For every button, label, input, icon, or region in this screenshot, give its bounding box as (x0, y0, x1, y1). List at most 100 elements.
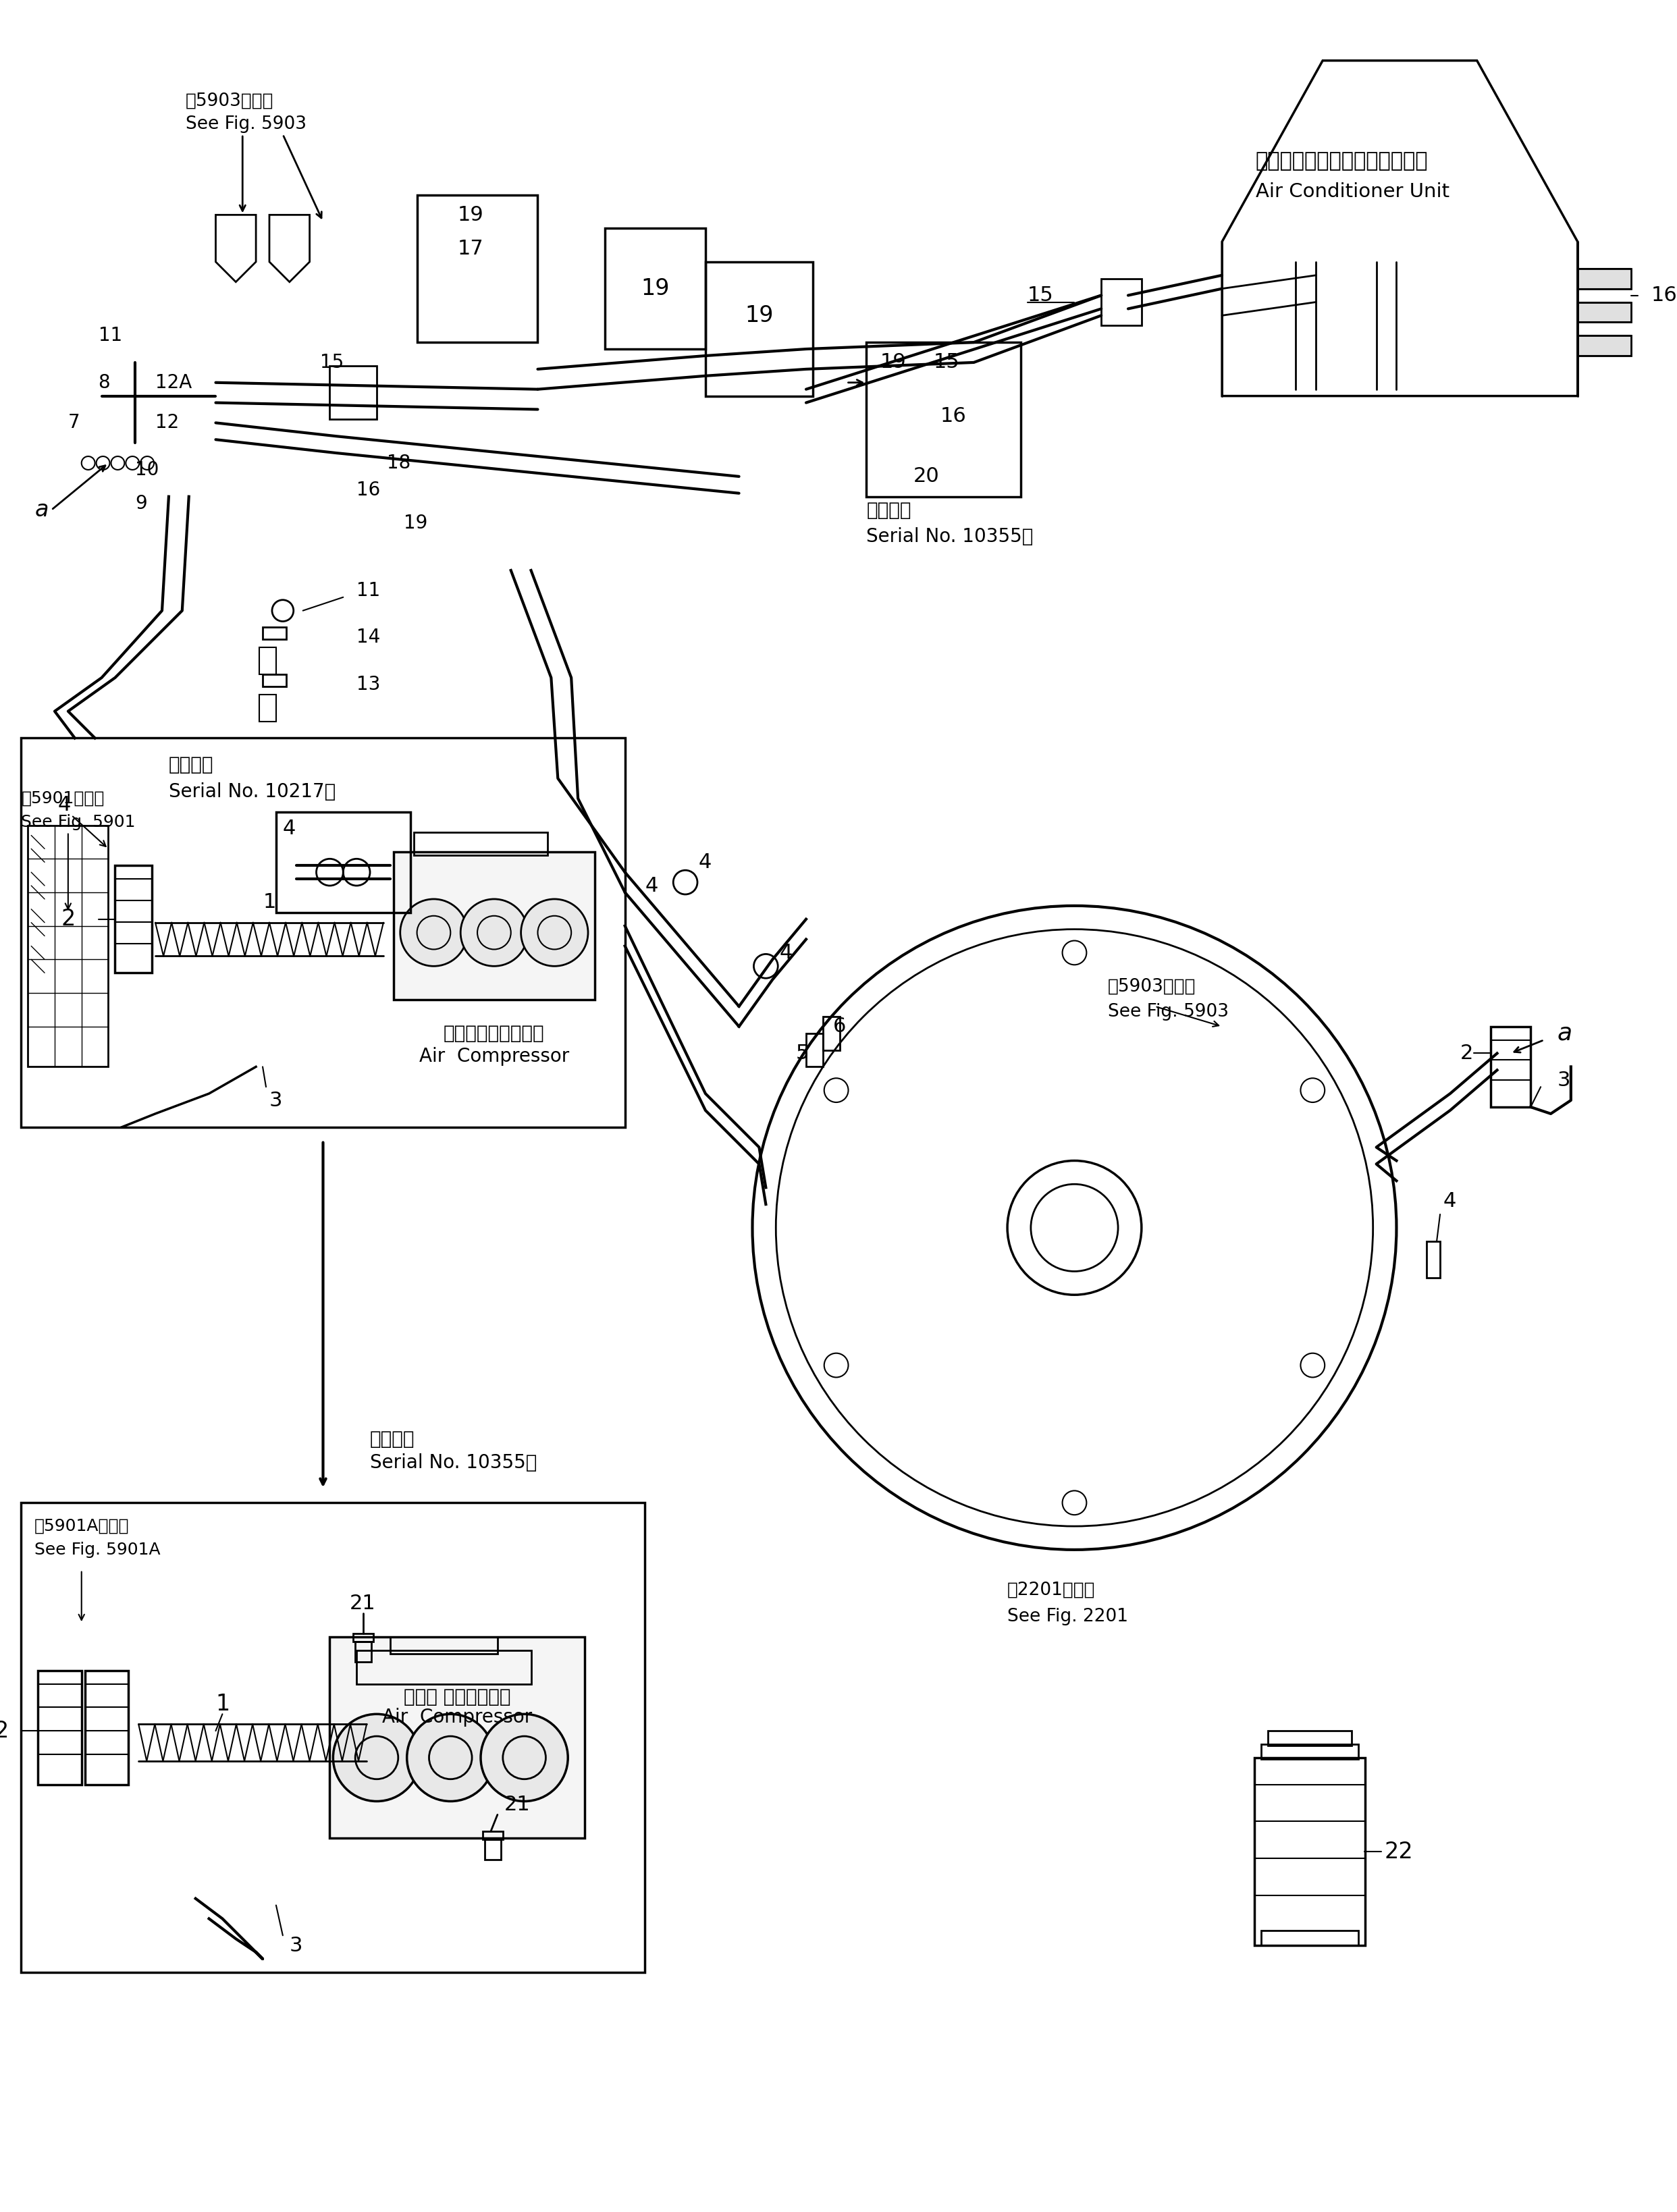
Bar (263, 675, 287, 686)
Text: 19: 19 (745, 305, 773, 327)
Bar (867, 343, 1021, 498)
Text: 第5901図参照: 第5901図参照 (22, 790, 104, 807)
Bar (1491, 1026, 1531, 1106)
Text: 第5903図参照: 第5903図参照 (186, 93, 273, 111)
Text: 4: 4 (699, 852, 711, 872)
Circle shape (461, 898, 528, 967)
Text: 1: 1 (263, 894, 277, 911)
Bar (485, 1840, 501, 1860)
Text: 19: 19 (458, 206, 483, 226)
Text: 9: 9 (136, 493, 148, 513)
Text: 18: 18 (387, 453, 411, 473)
Text: 2: 2 (1461, 1044, 1474, 1064)
Text: 16: 16 (941, 407, 966, 427)
Bar (260, 648, 277, 675)
Bar (29, 825, 109, 1066)
Bar (22, 739, 626, 1128)
Text: 11: 11 (99, 325, 122, 345)
Bar (418, 195, 538, 343)
Text: 6: 6 (833, 1018, 845, 1035)
Bar (391, 1637, 498, 1655)
Bar (1102, 279, 1142, 325)
Text: 19: 19 (404, 513, 428, 533)
Text: Air  Compressor: Air Compressor (382, 1708, 532, 1728)
Bar (1578, 268, 1632, 288)
Bar (706, 261, 813, 396)
Bar (807, 1033, 823, 1066)
Text: 適用号機: 適用号機 (169, 757, 213, 774)
Text: 第5901A図参照: 第5901A図参照 (35, 1517, 129, 1535)
Text: 16: 16 (1652, 285, 1677, 305)
Text: a: a (35, 500, 49, 522)
Text: 4: 4 (646, 876, 657, 896)
Bar (22, 1502, 646, 1973)
Text: Serial No. 10355～: Serial No. 10355～ (371, 1453, 537, 1471)
Text: 8: 8 (99, 374, 111, 392)
Bar (1254, 1759, 1365, 1947)
Text: 21: 21 (505, 1794, 530, 1814)
Text: 4: 4 (1444, 1190, 1457, 1210)
Text: 13: 13 (357, 675, 381, 695)
Circle shape (408, 1714, 495, 1801)
Text: Serial No. 10217～: Serial No. 10217～ (169, 783, 335, 801)
Bar (1261, 1745, 1358, 1759)
Polygon shape (1223, 60, 1578, 396)
Bar (483, 1832, 503, 1840)
Bar (330, 365, 377, 420)
Text: 21: 21 (350, 1593, 376, 1613)
Text: 3: 3 (1558, 1071, 1571, 1091)
Bar (1261, 1931, 1358, 1947)
Bar (277, 812, 411, 914)
Bar (414, 832, 548, 856)
Circle shape (401, 898, 468, 967)
Text: a: a (1558, 1022, 1573, 1044)
Text: エアーコンプレッサ: エアーコンプレッサ (444, 1024, 545, 1042)
Bar (330, 1637, 585, 1838)
Bar (263, 628, 287, 639)
Text: Serial No. 10355～: Serial No. 10355～ (867, 526, 1033, 546)
Text: 4: 4 (59, 796, 70, 814)
Text: 19: 19 (641, 276, 669, 301)
Bar (394, 852, 595, 1000)
Text: See Fig. 5901: See Fig. 5901 (22, 814, 136, 830)
Circle shape (334, 1714, 421, 1801)
Text: 12A: 12A (156, 374, 191, 392)
Text: 2: 2 (0, 1719, 8, 1743)
Text: 4: 4 (780, 942, 792, 962)
Text: 11: 11 (357, 582, 381, 599)
Text: 19: 19 (880, 352, 906, 372)
Text: 12: 12 (156, 414, 179, 431)
Text: 15: 15 (934, 352, 959, 372)
Text: 16: 16 (357, 480, 381, 500)
Text: 20: 20 (914, 467, 939, 487)
Text: Air Conditioner Unit: Air Conditioner Unit (1256, 181, 1449, 201)
Bar (1578, 303, 1632, 323)
Text: 1: 1 (216, 1692, 230, 1714)
Text: エアー コンプレッサ: エアー コンプレッサ (404, 1688, 511, 1708)
Text: 適用号機: 適用号機 (867, 500, 911, 520)
Text: 適用号機: 適用号機 (371, 1429, 414, 1449)
Text: Air  Compressor: Air Compressor (419, 1046, 569, 1066)
Text: 4: 4 (283, 818, 295, 838)
Text: See Fig. 2201: See Fig. 2201 (1008, 1608, 1129, 1626)
Text: 14: 14 (357, 628, 381, 646)
Bar (86, 1670, 129, 1785)
Text: 15: 15 (1028, 285, 1053, 305)
Bar (116, 865, 153, 973)
Text: エアーコンディショナユニット: エアーコンディショナユニット (1256, 150, 1429, 170)
Bar (1268, 1730, 1352, 1745)
Text: 3: 3 (290, 1936, 302, 1955)
Text: 22: 22 (1385, 1840, 1414, 1863)
Bar (356, 1641, 371, 1661)
Text: 5: 5 (797, 1044, 808, 1064)
Text: See Fig. 5903: See Fig. 5903 (186, 115, 307, 133)
Bar (823, 1018, 840, 1051)
Text: 10: 10 (136, 460, 159, 480)
Bar (39, 1670, 82, 1785)
Bar (1427, 1241, 1441, 1279)
Circle shape (481, 1714, 569, 1801)
Bar (260, 695, 277, 721)
Text: 第2201図参照: 第2201図参照 (1008, 1582, 1095, 1599)
Text: 3: 3 (270, 1091, 282, 1110)
Text: 第5903図参照: 第5903図参照 (1108, 978, 1196, 995)
